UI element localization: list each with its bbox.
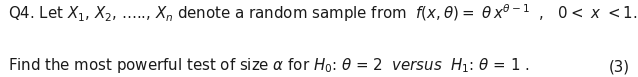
Text: Find the most powerful test of size $\alpha$ for $H_0$: $\theta$ = 2  $\mathit{v: Find the most powerful test of size $\al…	[8, 56, 529, 75]
Text: Q4. Let $X_1$, $X_2$, ….., $X_n$ denote a random sample from  $f(x,\theta) = \ \: Q4. Let $X_1$, $X_2$, ….., $X_n$ denote …	[8, 2, 637, 24]
Text: (3): (3)	[609, 60, 630, 75]
